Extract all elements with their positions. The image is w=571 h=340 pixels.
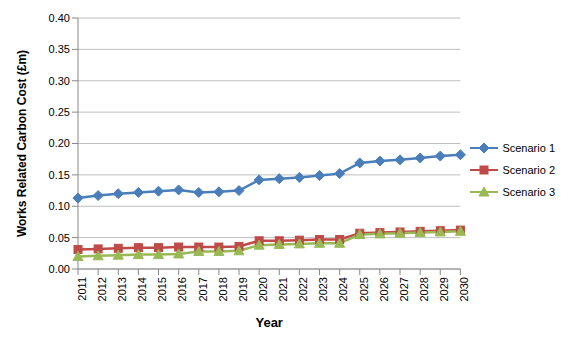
svg-text:Year: Year <box>255 315 282 330</box>
svg-text:0.25: 0.25 <box>49 106 70 118</box>
svg-text:2022: 2022 <box>297 277 309 301</box>
svg-text:2013: 2013 <box>116 277 128 301</box>
html-text:Scenario 3: Scenario 3 <box>502 186 555 198</box>
svg-text:0.10: 0.10 <box>49 200 70 212</box>
svg-text:2028: 2028 <box>418 277 430 301</box>
svg-text:2020: 2020 <box>257 277 269 301</box>
svg-text:2014: 2014 <box>136 277 148 301</box>
svg-text:2027: 2027 <box>398 277 410 301</box>
svg-text:0.30: 0.30 <box>49 75 70 87</box>
svg-text:2024: 2024 <box>337 277 349 301</box>
svg-text:2016: 2016 <box>176 277 188 301</box>
svg-text:2023: 2023 <box>317 277 329 301</box>
svg-text:2021: 2021 <box>277 277 289 301</box>
svg-text:2026: 2026 <box>378 277 390 301</box>
svg-text:2011: 2011 <box>76 277 88 301</box>
svg-text:0.00: 0.00 <box>49 263 70 275</box>
svg-text:0.20: 0.20 <box>49 137 70 149</box>
svg-text:2019: 2019 <box>237 277 249 301</box>
svg-text:0.35: 0.35 <box>49 43 70 55</box>
html-text:Scenario 1: Scenario 1 <box>502 142 555 154</box>
svg-text:Works Related Carbon Cost (£m): Works Related Carbon Cost (£m) <box>15 50 29 237</box>
svg-text:0.15: 0.15 <box>49 169 70 181</box>
svg-text:0.40: 0.40 <box>49 12 70 24</box>
html-text:Scenario 2: Scenario 2 <box>502 164 555 176</box>
svg-text:2018: 2018 <box>217 277 229 301</box>
svg-text:2012: 2012 <box>96 277 108 301</box>
svg-text:2030: 2030 <box>458 277 470 301</box>
svg-text:2017: 2017 <box>197 277 209 301</box>
svg-text:2029: 2029 <box>438 277 450 301</box>
svg-text:2025: 2025 <box>358 277 370 301</box>
svg-text:0.05: 0.05 <box>49 232 70 244</box>
svg-text:2015: 2015 <box>156 277 168 301</box>
